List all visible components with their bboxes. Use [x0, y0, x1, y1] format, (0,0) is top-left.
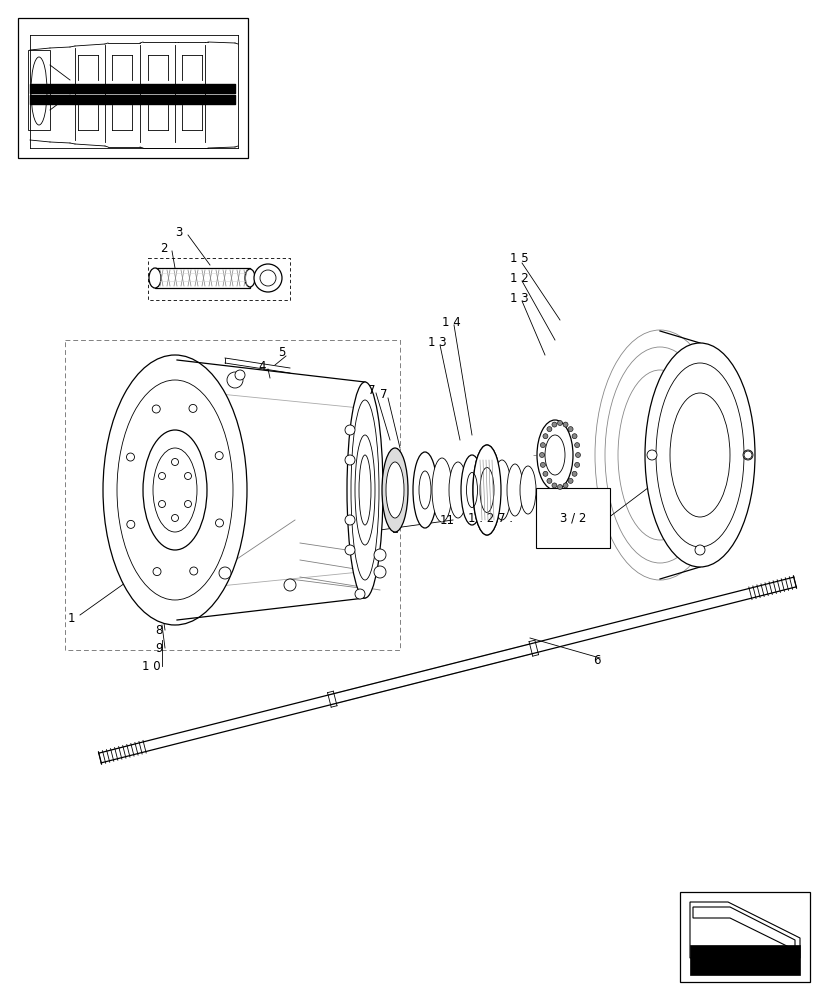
Text: 1 . 2 7 .: 1 . 2 7 .: [467, 512, 513, 524]
Ellipse shape: [506, 464, 523, 516]
Circle shape: [557, 420, 562, 426]
Ellipse shape: [448, 462, 466, 518]
Circle shape: [743, 451, 751, 459]
Bar: [18, 18, 248, 158]
Circle shape: [571, 434, 576, 439]
Text: 1 5: 1 5: [509, 251, 528, 264]
Circle shape: [547, 427, 552, 432]
Circle shape: [552, 483, 557, 488]
Ellipse shape: [103, 355, 246, 625]
Ellipse shape: [355, 435, 375, 545]
Circle shape: [374, 566, 385, 578]
Ellipse shape: [143, 430, 207, 550]
Bar: [155, 268, 250, 288]
Circle shape: [694, 545, 704, 555]
Bar: [393, 448, 396, 532]
Circle shape: [540, 462, 545, 467]
Circle shape: [254, 264, 282, 292]
Bar: [28, 50, 50, 130]
Circle shape: [562, 422, 567, 427]
Ellipse shape: [347, 382, 383, 598]
Circle shape: [567, 478, 572, 483]
Circle shape: [540, 443, 545, 448]
Text: 1: 1: [68, 611, 75, 624]
Ellipse shape: [127, 453, 134, 461]
Circle shape: [539, 452, 544, 458]
Circle shape: [557, 485, 562, 489]
Ellipse shape: [189, 567, 198, 575]
Ellipse shape: [153, 568, 160, 576]
Ellipse shape: [413, 452, 437, 528]
Ellipse shape: [385, 462, 404, 518]
Circle shape: [562, 483, 567, 488]
Text: 9: 9: [155, 642, 162, 654]
Circle shape: [547, 478, 552, 483]
Ellipse shape: [519, 466, 535, 514]
Ellipse shape: [537, 420, 572, 490]
Ellipse shape: [492, 460, 510, 520]
Ellipse shape: [472, 445, 500, 535]
Circle shape: [543, 471, 547, 476]
Text: 1 3: 1 3: [509, 292, 528, 304]
Text: 3 / 2: 3 / 2: [559, 512, 586, 524]
Text: 6: 6: [592, 654, 600, 666]
Circle shape: [158, 500, 165, 508]
Circle shape: [567, 427, 572, 432]
Ellipse shape: [127, 520, 135, 528]
Text: 7: 7: [380, 388, 387, 401]
Circle shape: [284, 579, 295, 591]
Ellipse shape: [472, 445, 500, 535]
Text: 1 4: 1 4: [442, 316, 460, 328]
Circle shape: [158, 473, 165, 480]
Text: 7: 7: [367, 383, 375, 396]
Circle shape: [374, 549, 385, 561]
Text: 2: 2: [160, 241, 167, 254]
Polygon shape: [689, 902, 799, 958]
Text: 8: 8: [155, 624, 162, 637]
Text: 5: 5: [278, 346, 285, 359]
Circle shape: [345, 425, 355, 435]
Bar: [679, 892, 809, 982]
Text: 4: 4: [258, 360, 265, 372]
Ellipse shape: [381, 448, 408, 532]
Circle shape: [345, 455, 355, 465]
Ellipse shape: [189, 404, 197, 412]
Ellipse shape: [215, 452, 223, 460]
Ellipse shape: [644, 343, 754, 567]
Text: 1 0: 1 0: [141, 660, 160, 672]
Circle shape: [184, 500, 191, 508]
Circle shape: [574, 462, 579, 467]
Text: 3: 3: [174, 226, 182, 238]
Circle shape: [571, 471, 576, 476]
Text: 1 2: 1 2: [509, 271, 528, 284]
Circle shape: [345, 515, 355, 525]
Ellipse shape: [461, 455, 482, 525]
Text: 1 3: 1 3: [428, 336, 446, 349]
Circle shape: [543, 434, 547, 439]
Ellipse shape: [152, 405, 160, 413]
Circle shape: [574, 443, 579, 448]
Circle shape: [575, 452, 580, 458]
Circle shape: [235, 370, 245, 380]
Circle shape: [171, 458, 179, 466]
Circle shape: [355, 589, 365, 599]
Circle shape: [646, 450, 656, 460]
Circle shape: [171, 514, 179, 522]
Ellipse shape: [215, 519, 223, 527]
Ellipse shape: [149, 268, 160, 288]
Polygon shape: [689, 945, 799, 975]
Circle shape: [742, 450, 752, 460]
Ellipse shape: [432, 458, 452, 522]
Circle shape: [218, 567, 231, 579]
Circle shape: [184, 473, 191, 480]
Circle shape: [552, 422, 557, 427]
Circle shape: [345, 545, 355, 555]
Ellipse shape: [245, 269, 255, 287]
Circle shape: [227, 372, 242, 388]
Text: 11: 11: [439, 514, 455, 526]
